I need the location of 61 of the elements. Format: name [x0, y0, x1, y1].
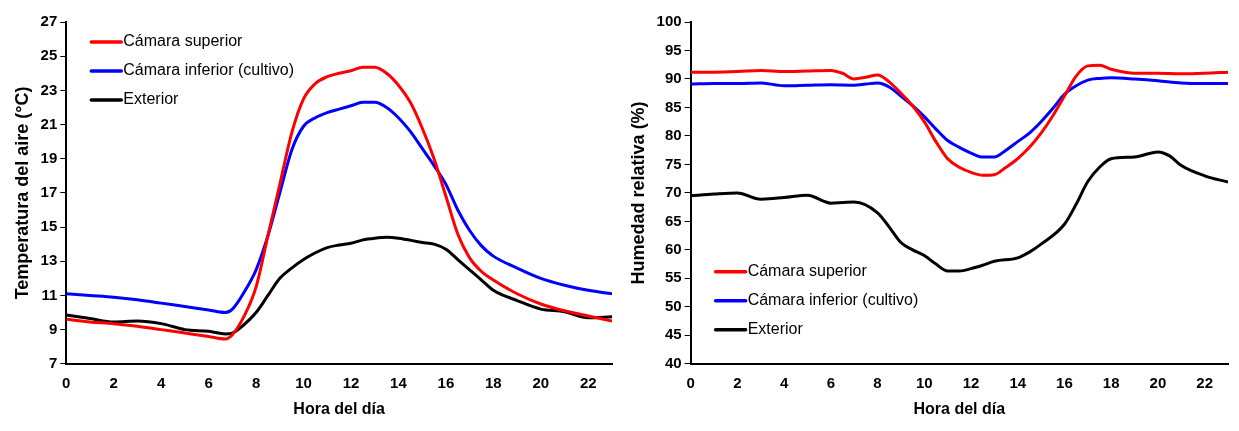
y-tick-label: 75: [664, 154, 682, 172]
x-axis-title: Hora del día: [293, 399, 386, 417]
x-tick-label: 18: [1102, 373, 1120, 391]
legend-label: Cámara inferior (cultivo): [747, 291, 919, 309]
y-tick-label: 80: [664, 126, 682, 144]
x-tick-label: 16: [1056, 373, 1073, 391]
x-tick-label: 20: [532, 373, 550, 391]
x-tick-label: 12: [962, 373, 980, 391]
y-tick-label: 70: [664, 183, 682, 201]
y-tick-label: 9: [48, 319, 58, 337]
y-tick-label: 40: [664, 353, 682, 371]
y-tick-label: 27: [40, 12, 58, 30]
y-tick-label: 100: [656, 12, 682, 30]
x-tick-label: 20: [1149, 373, 1167, 391]
y-tick-label: 65: [664, 211, 682, 229]
legend-label: Cámara superior: [123, 32, 244, 50]
x-tick-label: 22: [579, 373, 597, 391]
y-tick-label: 7: [48, 353, 58, 371]
legend-label: Exterior: [123, 90, 180, 108]
line-series: [690, 76, 1228, 159]
x-tick-label: 6: [826, 373, 835, 391]
x-tick-label: 6: [204, 373, 213, 391]
y-tick-label: 23: [40, 80, 58, 98]
x-tick-label: 22: [1196, 373, 1213, 391]
y-tick-label: 13: [40, 251, 58, 269]
legend-label: Cámara superior: [747, 262, 868, 280]
x-tick-label: 4: [157, 373, 167, 391]
y-axis-title: Humedad relativa (%): [627, 101, 648, 285]
x-tick-label: 2: [109, 373, 118, 391]
y-tick-label: 60: [664, 240, 682, 258]
legend-label: Cámara inferior (cultivo): [123, 61, 294, 79]
line-series: [690, 63, 1228, 177]
x-tick-label: 12: [342, 373, 360, 391]
y-tick-label: 15: [40, 217, 58, 235]
legend-label: Exterior: [747, 320, 804, 338]
y-tick-label: 45: [664, 325, 682, 343]
x-axis-title: Hora del día: [913, 399, 1006, 417]
y-axis-title: Temperatura del aire (°C): [11, 86, 32, 300]
x-tick-label: 16: [437, 373, 455, 391]
y-tick-label: 50: [664, 296, 682, 314]
y-tick-label: 11: [41, 285, 58, 303]
x-tick-label: 8: [251, 373, 261, 391]
x-tick-label: 10: [915, 373, 933, 391]
x-tick-label: 14: [390, 373, 408, 391]
x-tick-label: 0: [686, 373, 695, 391]
x-tick-label: 2: [733, 373, 742, 391]
y-tick-label: 19: [40, 148, 58, 166]
x-tick-label: 0: [62, 373, 71, 391]
x-tick-label: 4: [779, 373, 789, 391]
x-tick-label: 10: [295, 373, 312, 391]
x-tick-label: 8: [873, 373, 882, 391]
y-tick-label: 90: [664, 69, 682, 87]
x-tick-label: 14: [1009, 373, 1027, 391]
y-tick-label: 55: [664, 268, 682, 286]
y-tick-label: 85: [664, 97, 682, 115]
y-tick-label: 25: [40, 46, 58, 64]
y-tick-label: 21: [40, 114, 58, 132]
y-tick-label: 95: [664, 40, 682, 58]
x-tick-label: 18: [485, 373, 502, 391]
y-tick-label: 17: [40, 183, 58, 201]
line-series: [66, 65, 612, 341]
